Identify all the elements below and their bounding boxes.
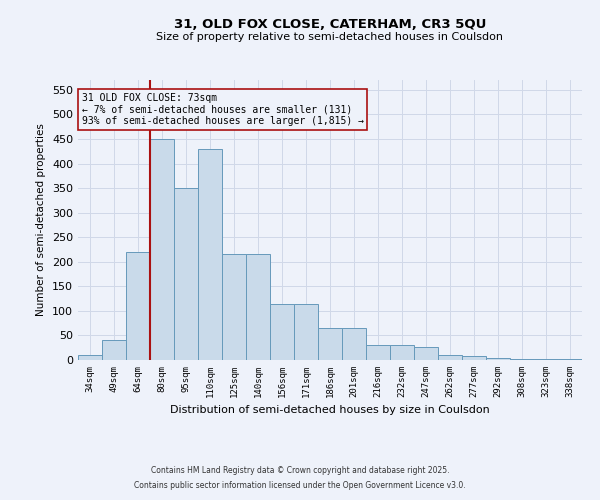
- Bar: [126, 252, 150, 360]
- Bar: [486, 358, 510, 360]
- Bar: [294, 304, 318, 360]
- Bar: [246, 254, 270, 360]
- Bar: [198, 149, 222, 360]
- Text: 31, OLD FOX CLOSE, CATERHAM, CR3 5QU: 31, OLD FOX CLOSE, CATERHAM, CR3 5QU: [174, 18, 486, 30]
- Bar: [78, 355, 102, 360]
- Bar: [438, 355, 462, 360]
- Y-axis label: Number of semi-detached properties: Number of semi-detached properties: [37, 124, 46, 316]
- Bar: [390, 346, 414, 360]
- Bar: [270, 304, 294, 360]
- Bar: [222, 254, 246, 360]
- X-axis label: Distribution of semi-detached houses by size in Coulsdon: Distribution of semi-detached houses by …: [170, 406, 490, 415]
- Bar: [174, 188, 198, 360]
- Text: Size of property relative to semi-detached houses in Coulsdon: Size of property relative to semi-detach…: [157, 32, 503, 42]
- Bar: [462, 356, 486, 360]
- Text: Contains public sector information licensed under the Open Government Licence v3: Contains public sector information licen…: [134, 481, 466, 490]
- Bar: [102, 340, 126, 360]
- Bar: [558, 358, 582, 360]
- Bar: [414, 346, 438, 360]
- Bar: [318, 328, 342, 360]
- Bar: [342, 328, 366, 360]
- Bar: [150, 139, 174, 360]
- Bar: [366, 346, 390, 360]
- Bar: [534, 358, 558, 360]
- Text: Contains HM Land Registry data © Crown copyright and database right 2025.: Contains HM Land Registry data © Crown c…: [151, 466, 449, 475]
- Text: 31 OLD FOX CLOSE: 73sqm
← 7% of semi-detached houses are smaller (131)
93% of se: 31 OLD FOX CLOSE: 73sqm ← 7% of semi-det…: [82, 94, 364, 126]
- Bar: [510, 358, 534, 360]
